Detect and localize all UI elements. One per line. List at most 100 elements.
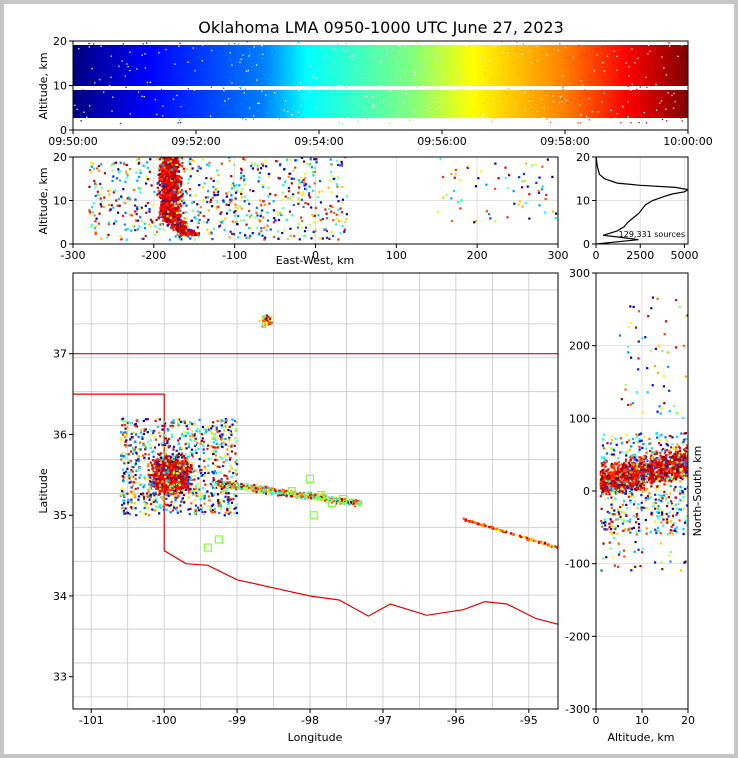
time-height-panel: 09:50:00 09:52:00 09:54:00 09:56:00 09:58:00… (37, 35, 713, 148)
east-west-point (170, 194, 173, 198)
time-height-point (127, 65, 129, 68)
east-west-point (181, 223, 184, 226)
east-west-point (524, 162, 528, 165)
time-height-point (647, 53, 649, 55)
time-height-point (310, 116, 312, 118)
time-height-point (666, 54, 668, 56)
east-west-point (474, 219, 477, 223)
east-west-point (310, 166, 314, 169)
time-height-point (198, 96, 200, 99)
time-height-point (453, 42, 456, 44)
east-west-point (319, 201, 323, 204)
plan-view-point (184, 464, 187, 467)
time-height-point (335, 50, 338, 53)
plan-view-point (154, 500, 157, 503)
east-west-point (236, 207, 239, 210)
plan-view-point (182, 500, 185, 503)
east-west-point (162, 199, 165, 202)
plan-view-point (201, 473, 205, 477)
plan-view-point (216, 446, 219, 449)
plan-view-point (166, 459, 169, 462)
time-height-point (255, 64, 258, 66)
plan-view-point (170, 466, 173, 469)
plan-view-point (156, 474, 159, 477)
east-west-point (117, 168, 120, 171)
plan-view-point (144, 418, 148, 421)
east-west-point (150, 220, 154, 223)
east-west-point (537, 189, 540, 193)
east-west-point (99, 182, 102, 186)
east-west-point (240, 175, 243, 178)
plan-view-point (235, 494, 238, 498)
plan-view-point (181, 473, 184, 476)
east-west-point (335, 159, 339, 162)
plan-view-point (189, 468, 192, 471)
east-west-point (122, 162, 126, 166)
time-height-point (488, 111, 491, 113)
east-west-point (344, 157, 347, 159)
time-height-point (503, 108, 505, 111)
plan-view-point (138, 441, 142, 444)
east-west-point (94, 194, 97, 197)
east-west-point (180, 177, 183, 180)
time-height-point (324, 122, 326, 125)
plan-view-point (198, 509, 201, 512)
plan-view-point (123, 423, 127, 426)
plan-view-point (146, 495, 150, 498)
east-west-point (113, 162, 116, 165)
east-west-point (180, 238, 183, 241)
time-height-point (337, 85, 340, 87)
plan-view-point (192, 493, 195, 496)
east-west-point (297, 191, 300, 194)
east-west-point (93, 179, 96, 183)
plan-view-point (182, 470, 186, 474)
time-height-point (630, 84, 632, 87)
east-west-point (170, 211, 173, 214)
east-west-point (289, 227, 292, 230)
east-west-point (159, 215, 162, 218)
east-west-point (166, 215, 169, 218)
time-height-point (112, 96, 114, 98)
time-height-point (103, 91, 105, 93)
east-west-point (163, 159, 166, 162)
plan-view-point (180, 453, 183, 457)
time-height-point (201, 46, 203, 49)
east-west-point (177, 222, 180, 225)
plan-view-point (199, 504, 202, 507)
plan-view-point (194, 433, 197, 436)
east-west-point (97, 164, 100, 168)
east-west-point (188, 160, 191, 163)
east-west-point (260, 163, 264, 166)
east-west-point (169, 175, 172, 178)
east-west-point (313, 158, 316, 161)
east-west-point (160, 178, 163, 181)
plan-view-point (189, 435, 192, 438)
time-height-point (385, 48, 388, 51)
east-west-point (211, 196, 214, 199)
east-west-point (118, 179, 122, 182)
plan-view-point (180, 467, 183, 470)
east-west-point (165, 187, 168, 190)
time-height-point (126, 106, 129, 108)
east-west-point (266, 219, 270, 222)
east-west-point (234, 197, 237, 200)
east-west-point (287, 186, 290, 190)
east-west-point (281, 191, 285, 194)
plan-view-point (169, 487, 172, 490)
plan-view-point (161, 470, 164, 473)
plan-view-point (154, 497, 158, 501)
east-west-point (175, 170, 179, 173)
plan-view-point (163, 455, 166, 458)
east-west-point (107, 233, 110, 237)
time-height-point (471, 76, 474, 79)
plan-view-point (172, 483, 175, 486)
time-height-point (398, 120, 400, 122)
plan-view-point (122, 475, 125, 479)
east-west-point (170, 213, 174, 216)
time-height-point (564, 86, 566, 88)
east-west-point (170, 201, 174, 204)
time-height-point (373, 111, 375, 113)
plan-view-point (193, 474, 196, 477)
east-west-point (167, 161, 170, 164)
east-west-point (300, 226, 303, 229)
